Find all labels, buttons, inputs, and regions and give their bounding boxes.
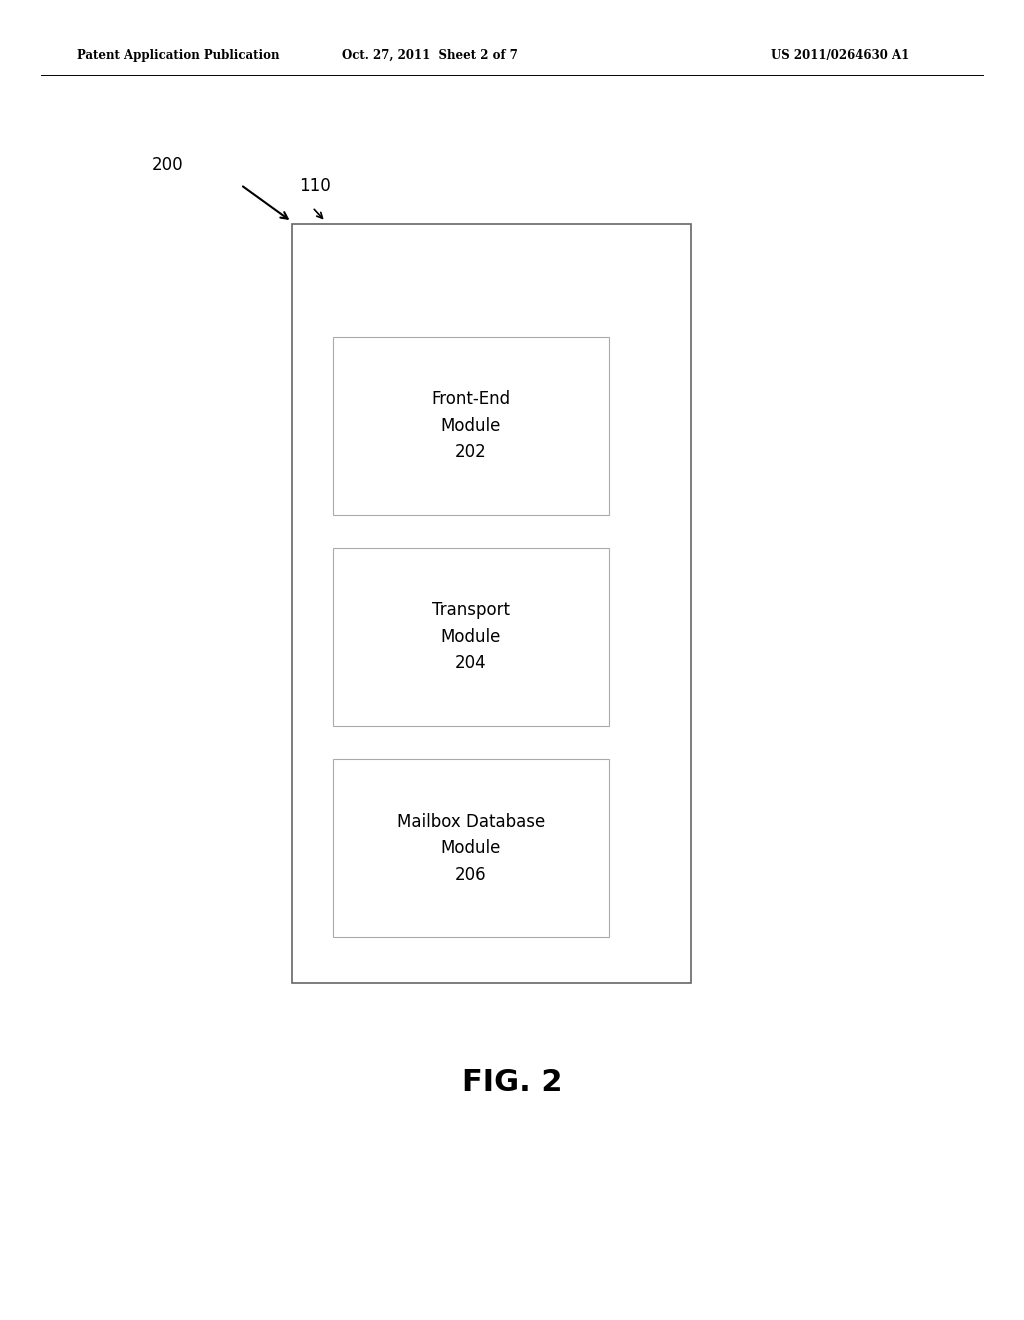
Bar — [333, 548, 609, 726]
Text: 110: 110 — [299, 177, 331, 195]
Text: Patent Application Publication: Patent Application Publication — [77, 49, 280, 62]
Text: Transport
Module
204: Transport Module 204 — [432, 602, 510, 672]
Bar — [333, 337, 609, 515]
Bar — [333, 759, 609, 937]
Text: 200: 200 — [152, 156, 183, 174]
Text: Front-End
Module
202: Front-End Module 202 — [431, 391, 511, 461]
Text: Oct. 27, 2011  Sheet 2 of 7: Oct. 27, 2011 Sheet 2 of 7 — [342, 49, 518, 62]
Text: Mailbox Database
Module
206: Mailbox Database Module 206 — [397, 813, 545, 883]
Text: US 2011/0264630 A1: US 2011/0264630 A1 — [770, 49, 909, 62]
Text: FIG. 2: FIG. 2 — [462, 1068, 562, 1097]
Bar — [292, 224, 691, 983]
